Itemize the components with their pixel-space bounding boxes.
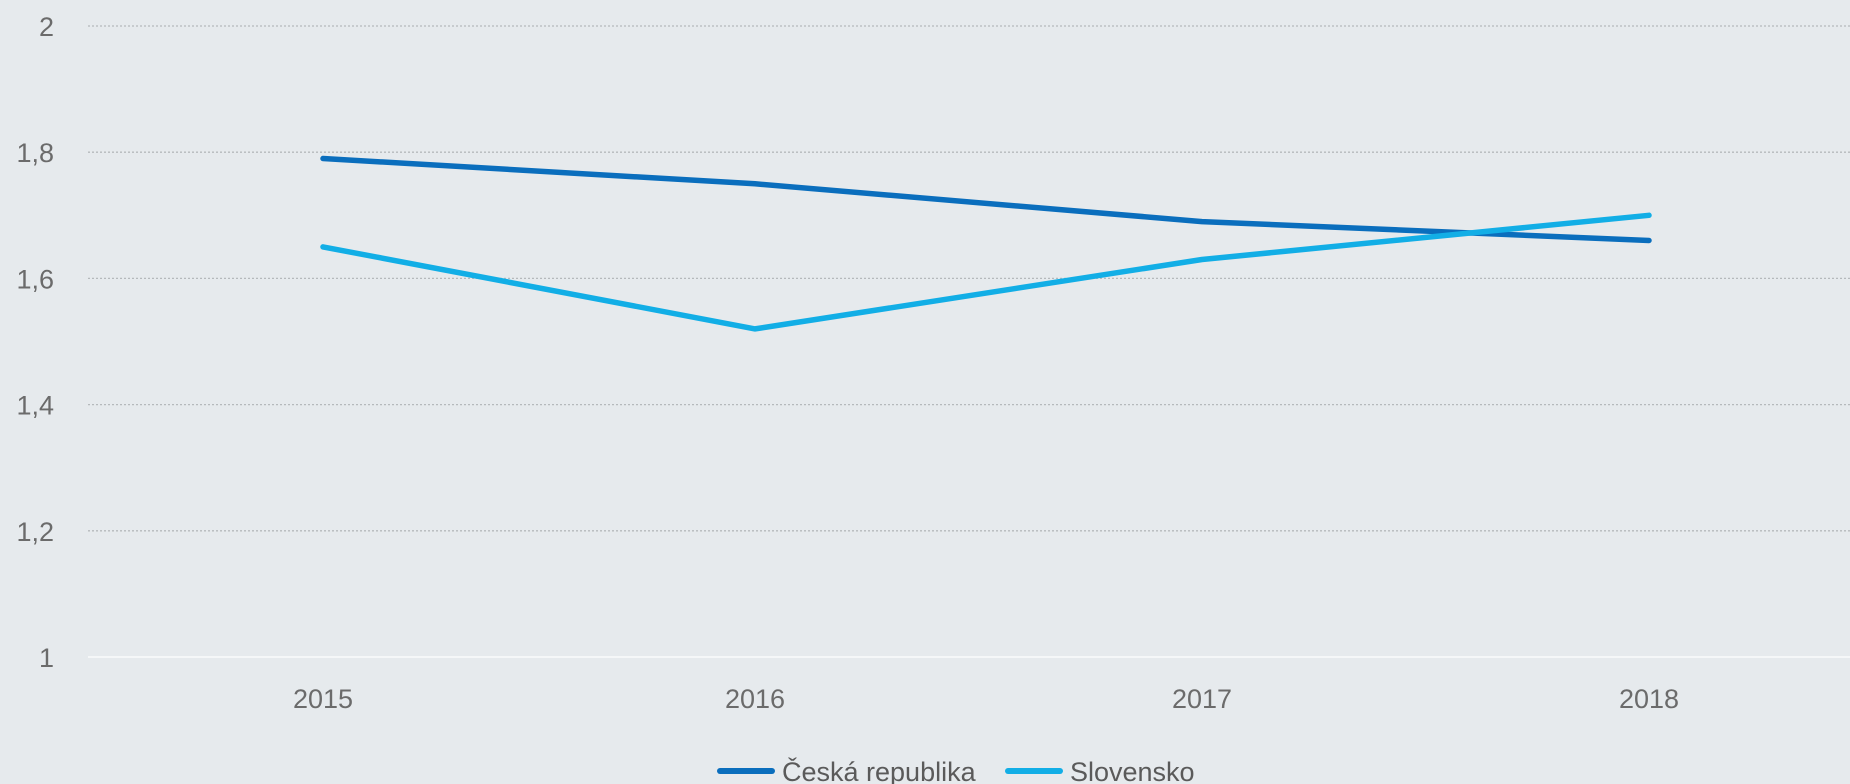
grid-lines xyxy=(88,25,1850,658)
y-tick-label: 2 xyxy=(39,12,54,42)
legend-label: Slovensko xyxy=(1070,757,1195,784)
x-tick-label: 2016 xyxy=(725,684,785,714)
y-tick-label: 1,2 xyxy=(16,517,54,547)
x-tick-label: 2017 xyxy=(1172,684,1232,714)
y-tick-label: 1,6 xyxy=(16,264,54,294)
series-line-ceska-republika xyxy=(320,155,1652,244)
series-line-slovensko xyxy=(320,212,1652,332)
y-tick-label: 1,4 xyxy=(16,391,54,421)
legend-label: Česká republika xyxy=(782,756,977,784)
x-tick-label: 2015 xyxy=(293,684,353,714)
y-tick-label: 1,8 xyxy=(16,138,54,168)
y-axis-labels: 2 1,8 1,6 1,4 1,2 1 xyxy=(16,12,54,673)
legend: Česká republika Slovensko xyxy=(717,756,1195,784)
x-axis-labels: 2015 2016 2017 2018 xyxy=(293,684,1679,714)
series-lines xyxy=(320,155,1652,332)
x-tick-label: 2018 xyxy=(1619,684,1679,714)
y-tick-label: 1 xyxy=(39,643,54,673)
